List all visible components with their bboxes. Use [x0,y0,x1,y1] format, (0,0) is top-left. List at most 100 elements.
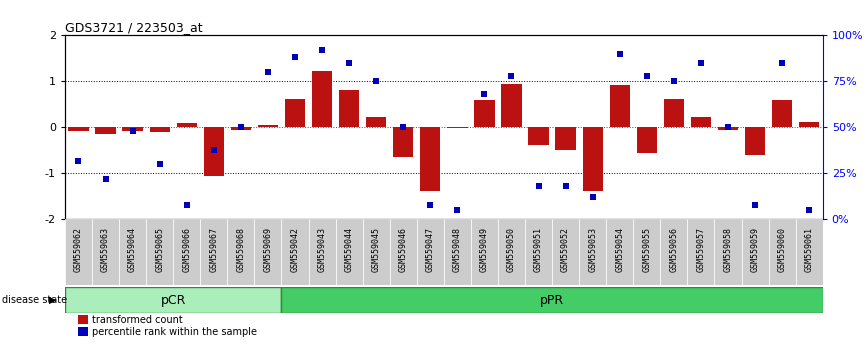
Text: GSM559059: GSM559059 [751,227,759,272]
Text: GSM559056: GSM559056 [669,227,678,272]
Point [423,202,437,207]
Text: GSM559069: GSM559069 [263,227,273,272]
Bar [204,127,224,176]
Point [72,158,86,164]
Point [667,79,681,84]
Bar [606,219,633,285]
Point [613,51,627,57]
Bar [583,127,603,191]
Bar [65,287,281,313]
Bar [230,127,251,130]
Bar [200,219,227,285]
Bar [281,287,823,313]
Bar [637,127,657,153]
Point [261,69,275,75]
Point [694,60,708,66]
Text: GSM559042: GSM559042 [290,227,300,272]
Bar [796,219,823,285]
Bar [501,84,521,127]
Point [640,73,654,79]
Bar [475,100,494,127]
Bar [447,127,468,129]
Bar [610,85,630,127]
Bar [122,127,143,131]
Text: GSM559047: GSM559047 [426,227,435,272]
Bar [65,219,92,285]
Point [207,147,221,152]
Text: GSM559053: GSM559053 [588,227,598,272]
Point [369,79,383,84]
Point [477,91,491,97]
Bar [718,127,738,130]
Bar [688,219,714,285]
Bar [660,219,688,285]
Text: GSM559045: GSM559045 [372,227,381,272]
Point [721,125,735,130]
Bar [366,117,386,127]
Bar [745,127,766,155]
Text: GDS3721 / 223503_at: GDS3721 / 223503_at [65,21,203,34]
Point [126,128,139,134]
Bar [768,219,796,285]
Point [288,55,302,60]
Text: GSM559066: GSM559066 [182,227,191,272]
Text: GSM559064: GSM559064 [128,227,137,272]
Point [532,183,546,189]
Bar [363,219,390,285]
Point [450,207,464,213]
Text: pCR: pCR [160,293,186,307]
Bar [177,123,197,127]
Bar [150,127,170,132]
Bar [92,219,119,285]
Bar [741,219,768,285]
Bar [420,127,441,191]
Text: GSM559049: GSM559049 [480,227,489,272]
Bar [281,219,308,285]
Bar [119,219,146,285]
Point [234,125,248,130]
Bar [525,219,553,285]
Bar [227,219,255,285]
Bar [255,219,281,285]
Text: GSM559065: GSM559065 [155,227,165,272]
Bar [471,219,498,285]
Bar [714,219,741,285]
Bar [528,127,549,145]
Bar [339,90,359,127]
Bar [553,219,579,285]
Text: transformed count: transformed count [92,315,183,325]
Bar [633,219,660,285]
Bar [772,100,792,127]
Text: GSM559044: GSM559044 [345,227,353,272]
Point [342,60,356,66]
Text: GSM559067: GSM559067 [210,227,218,272]
Bar [308,219,335,285]
Point [180,202,194,207]
Bar [498,219,525,285]
Point [505,73,519,79]
Bar [95,127,116,134]
Bar [691,117,711,127]
Text: GSM559062: GSM559062 [74,227,83,272]
Point [397,125,410,130]
Point [585,195,599,200]
Bar [173,219,200,285]
Point [152,161,166,167]
Text: ▶: ▶ [48,295,56,305]
Bar [555,127,576,150]
Point [315,47,329,53]
Bar [417,219,443,285]
Text: GSM559054: GSM559054 [615,227,624,272]
Bar [390,219,417,285]
Text: disease state: disease state [2,295,67,305]
Bar [443,219,471,285]
Point [559,183,572,189]
Text: GSM559048: GSM559048 [453,227,462,272]
Bar [663,99,684,127]
Text: GSM559068: GSM559068 [236,227,245,272]
Text: GSM559063: GSM559063 [101,227,110,272]
Text: percentile rank within the sample: percentile rank within the sample [92,327,257,337]
Bar [335,219,363,285]
Text: pPR: pPR [540,293,564,307]
Point [775,60,789,66]
